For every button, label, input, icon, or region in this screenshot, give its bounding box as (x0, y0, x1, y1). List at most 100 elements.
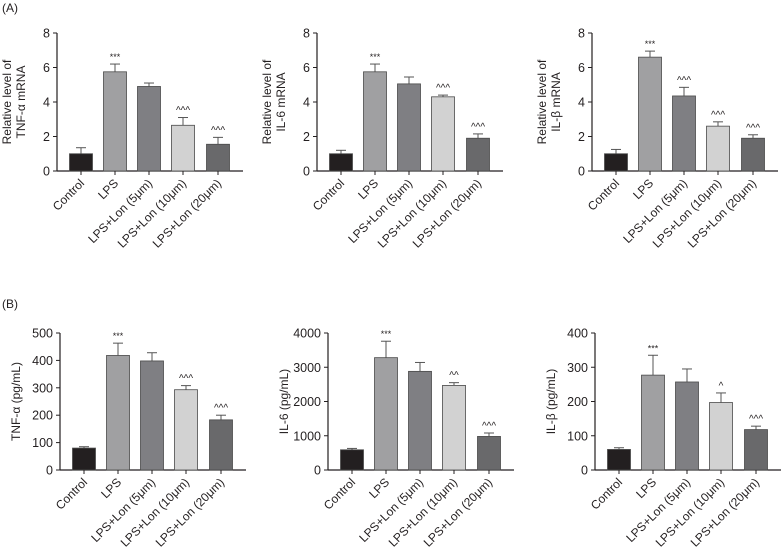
bar (340, 449, 364, 471)
y-tick-label: 100 (32, 436, 53, 450)
x-tick-label: Control (50, 176, 87, 213)
significance-label: ^^^ (471, 122, 485, 133)
y-tick-label: 8 (303, 27, 310, 41)
significance-label: *** (113, 331, 124, 341)
x-tick-label: LPS (366, 475, 392, 501)
bar (604, 153, 628, 172)
bar (329, 153, 353, 172)
y-tick-label: 0 (578, 165, 585, 179)
significance-label: ^^^ (436, 83, 450, 94)
bar (741, 137, 765, 172)
y-tick-label: 4 (578, 96, 585, 110)
bar (106, 355, 130, 471)
panel-label-b: (B) (2, 297, 18, 311)
bar (209, 419, 233, 471)
bar (672, 95, 696, 172)
y-tick-label: 300 (567, 361, 588, 375)
y-tick-label: 0 (314, 464, 321, 478)
y-tick-label: 0 (581, 464, 588, 478)
bar-chart-5: 0 1000 2000 3000 4000 IL-6 (pg/mL) Control *** L… (277, 327, 514, 550)
bar (607, 449, 631, 471)
bar (638, 56, 662, 172)
y-axis-label: IL-β (pg/mL) (544, 369, 558, 435)
y-tick-label: 400 (32, 354, 53, 368)
bar (466, 137, 490, 172)
y-tick-label: 500 (32, 327, 53, 341)
significance-label: ^^^ (214, 403, 228, 414)
significance-label: ^^^ (746, 123, 760, 134)
x-tick-label: Control (588, 475, 625, 512)
y-tick-label: 0 (303, 165, 310, 179)
x-tick-label: LPS (95, 176, 121, 202)
y-axis-label: IL-6 (pg/mL) (277, 369, 291, 434)
y-tick-label: 6 (43, 61, 50, 75)
y-tick-label: 1000 (293, 429, 321, 443)
y-tick-label: 8 (578, 27, 585, 41)
y-tick-label: 2000 (293, 395, 321, 409)
y-tick-label: 6 (303, 61, 310, 75)
significance-label: *** (370, 52, 381, 62)
bar (174, 389, 198, 471)
bar (140, 360, 164, 471)
y-tick-label: 3000 (293, 361, 321, 375)
bar (397, 83, 421, 172)
bar (709, 402, 733, 471)
bar-chart-1: 0 2 4 6 8 Relative level of TNF-α mRNA Control *… (0, 27, 243, 251)
y-tick-label: 2 (303, 130, 310, 144)
y-axis-label: Relative level of (260, 59, 274, 144)
y-axis-label: TNF-α mRNA (14, 66, 28, 139)
significance-label: ^ (719, 381, 724, 392)
bar (137, 86, 161, 172)
x-tick-label: LPS (633, 475, 659, 501)
significance-label: *** (648, 343, 659, 353)
bar (675, 381, 699, 471)
bar (206, 143, 230, 172)
x-tick-label: LPS (355, 176, 381, 202)
significance-label: ^^ (449, 371, 459, 382)
y-tick-label: 4 (303, 96, 310, 110)
bar-chart-4: 0 100 200 300 400 500 TNF-α (pg/mL) Control *** L… (9, 327, 246, 550)
y-tick-label: 0 (46, 464, 53, 478)
x-tick-label: Control (53, 475, 90, 512)
x-tick-label: Control (321, 475, 358, 512)
y-tick-label: 4000 (293, 327, 321, 341)
y-tick-label: 400 (567, 327, 588, 341)
panel-label-a: (A) (2, 1, 18, 15)
bar (477, 436, 501, 471)
significance-label: ^^^ (677, 75, 691, 86)
bar (374, 357, 398, 471)
y-tick-label: 200 (32, 409, 53, 423)
significance-label: ^^^ (179, 374, 193, 385)
significance-label: *** (110, 52, 121, 62)
significance-label: ^^^ (482, 421, 496, 432)
bar (103, 71, 127, 172)
significance-label: *** (645, 39, 656, 49)
bar-chart-3: 0 2 4 6 8 Relative level of IL-β mRNA Control **… (535, 27, 778, 251)
y-tick-label: 200 (567, 395, 588, 409)
bar (72, 447, 96, 471)
y-axis-label: IL-β mRNA (549, 72, 563, 132)
y-tick-label: 4 (43, 96, 50, 110)
y-tick-label: 100 (567, 429, 588, 443)
bar (69, 153, 93, 172)
y-tick-label: 2 (43, 130, 50, 144)
significance-label: ^^^ (211, 125, 225, 136)
bar (641, 374, 665, 471)
significance-label: *** (381, 329, 392, 339)
y-tick-label: 6 (578, 61, 585, 75)
x-tick-label: LPS (98, 475, 124, 501)
y-axis-label: Relative level of (535, 59, 549, 144)
bar (171, 124, 195, 172)
significance-label: ^^^ (711, 110, 725, 121)
y-axis-label: Relative level of (0, 59, 14, 144)
y-axis-label: IL-6 mRNA (274, 72, 288, 131)
bar (706, 125, 730, 172)
y-tick-label: 300 (32, 381, 53, 395)
significance-label: ^^^ (749, 414, 763, 425)
bar (363, 71, 387, 172)
x-tick-label: Control (310, 176, 347, 213)
bar-chart-2: 0 2 4 6 8 Relative level of IL-6 mRNA Control **… (260, 27, 503, 251)
significance-label: ^^^ (176, 106, 190, 117)
